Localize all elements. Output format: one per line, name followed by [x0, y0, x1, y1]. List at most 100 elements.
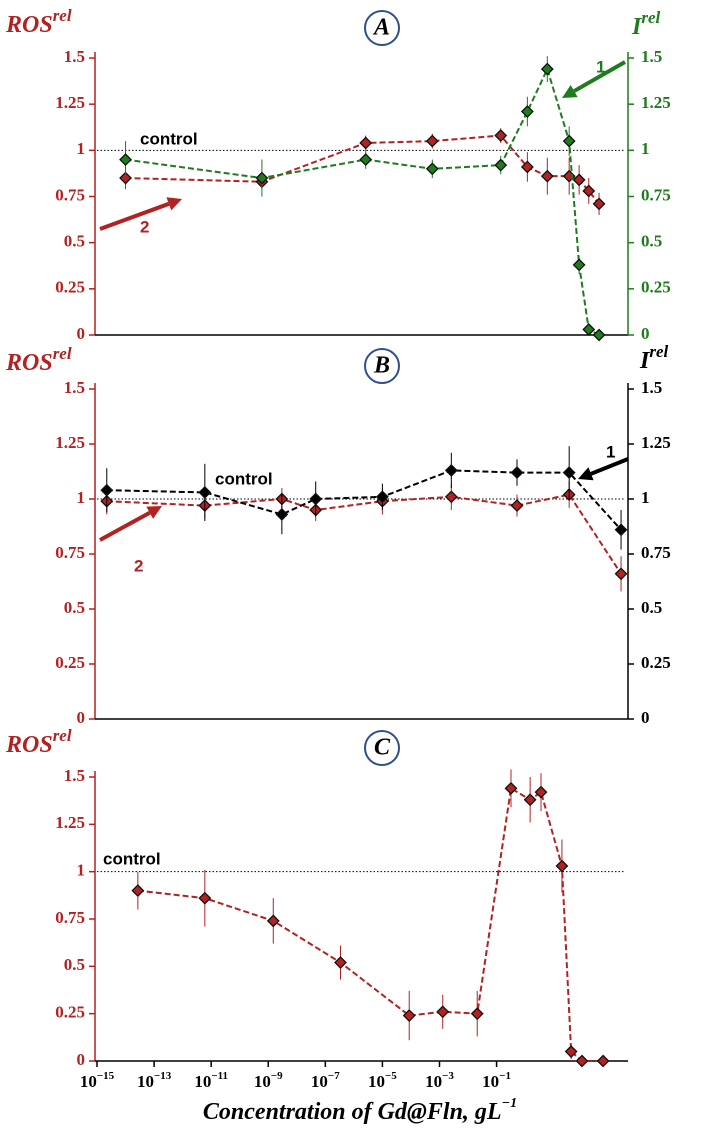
y2-tick-label: 1.5 — [641, 47, 662, 66]
pointer-head — [562, 84, 578, 98]
y-tick-label: 1 — [77, 139, 86, 158]
y2-axis-label-base: I — [639, 348, 651, 374]
y2-axis-label: Irel — [639, 342, 669, 374]
marker — [359, 136, 373, 150]
marker — [523, 793, 537, 807]
marker — [575, 1054, 589, 1068]
y2-axis-label: Irel — [631, 8, 661, 40]
marker — [309, 492, 323, 506]
pointer-arrow — [590, 457, 629, 476]
y-axis-label: ROSrel — [5, 726, 72, 758]
marker — [592, 197, 606, 211]
y2-tick-label: 0 — [641, 708, 650, 727]
pointer-head — [578, 467, 594, 481]
control-label: control — [140, 129, 198, 148]
series-line — [137, 786, 604, 1062]
x-tick-label: 10−15 — [80, 1070, 115, 1091]
y2-tick-label: 0.75 — [641, 185, 671, 204]
y-axis-label: ROSrel — [5, 6, 72, 38]
y2-tick-label: 0.25 — [641, 653, 671, 672]
y-tick-label: 0 — [77, 324, 86, 343]
marker — [504, 781, 518, 795]
marker — [520, 105, 534, 118]
marker — [562, 466, 576, 480]
series-name: 2 — [140, 217, 149, 236]
marker — [375, 490, 389, 504]
marker — [562, 134, 576, 148]
marker — [520, 160, 534, 174]
marker — [510, 499, 524, 513]
y-tick-label: 0.75 — [55, 543, 85, 562]
y-tick-label: 0.5 — [64, 232, 85, 251]
y-tick-label: 0.25 — [55, 653, 85, 672]
marker — [572, 258, 586, 272]
panel-badge — [364, 348, 400, 384]
panel-badge — [364, 10, 400, 46]
y-tick-label: 1.5 — [64, 47, 85, 66]
marker — [198, 891, 212, 905]
y-tick-label: 1.25 — [55, 813, 85, 832]
y2-tick-label: 1.5 — [641, 378, 662, 397]
y-axis-label-base: ROS — [5, 350, 53, 376]
pointer-arrow — [99, 201, 170, 231]
pointer-head — [146, 506, 162, 519]
control-label: control — [103, 849, 161, 868]
series-line — [125, 66, 600, 336]
y2-tick-label: 0.5 — [641, 232, 662, 251]
series-name: 1 — [606, 442, 615, 461]
y2-tick-label: 1 — [641, 488, 650, 507]
y-tick-label: 0.5 — [64, 955, 85, 974]
x-tick-label: 10−9 — [254, 1070, 283, 1091]
x-axis-label: Concentration of Gd@Fln, gL−1 — [203, 1096, 517, 1124]
marker — [582, 184, 596, 198]
y2-axis-label-sup: rel — [641, 8, 660, 27]
x-tick-label: 10−13 — [137, 1070, 172, 1091]
x-axis-label-sup: −1 — [502, 1096, 517, 1111]
marker — [119, 153, 132, 166]
marker — [614, 567, 628, 581]
y-axis-label-base: ROS — [5, 12, 53, 38]
marker — [534, 785, 548, 799]
x-tick-label: 10−5 — [368, 1070, 397, 1091]
y2-tick-label: 1.25 — [641, 433, 671, 452]
marker — [334, 956, 347, 969]
y-axis-label-base: ROS — [5, 732, 53, 758]
panel-letter: A — [372, 15, 390, 41]
y-tick-label: 0 — [77, 1050, 86, 1069]
marker — [564, 1045, 578, 1058]
y-tick-label: 0.75 — [55, 185, 85, 204]
marker — [592, 328, 606, 342]
y-tick-label: 0 — [77, 708, 86, 727]
y-axis-label-sup: rel — [53, 344, 72, 363]
marker — [425, 134, 439, 148]
y2-axis-label-base: I — [631, 14, 643, 40]
x-tick-label: 10−7 — [311, 1070, 340, 1091]
marker — [510, 466, 524, 480]
marker — [436, 1005, 450, 1019]
marker — [444, 463, 458, 477]
y-axis-label-sup: rel — [53, 6, 72, 25]
pointer-head — [166, 197, 182, 211]
marker — [582, 323, 596, 336]
marker — [494, 129, 508, 142]
marker — [572, 173, 586, 187]
y2-tick-label: 0.5 — [641, 598, 662, 617]
marker — [470, 1007, 484, 1021]
y-tick-label: 1.25 — [55, 93, 85, 112]
marker — [425, 162, 439, 176]
y2-tick-label: 0.25 — [641, 278, 671, 297]
marker — [555, 859, 569, 873]
y-tick-label: 1.5 — [64, 766, 85, 785]
marker — [198, 485, 212, 499]
panel-badge — [364, 730, 400, 766]
y-tick-label: 1 — [77, 861, 86, 880]
y2-axis-label-sup: rel — [649, 342, 668, 361]
panel-letter: B — [373, 353, 390, 379]
pointer-arrow — [99, 510, 151, 542]
marker — [266, 914, 280, 928]
series-name: 1 — [596, 57, 605, 76]
y-tick-label: 1.25 — [55, 433, 85, 452]
y-axis-label-sup: rel — [53, 726, 72, 745]
x-tick-label: 10−11 — [194, 1070, 228, 1091]
